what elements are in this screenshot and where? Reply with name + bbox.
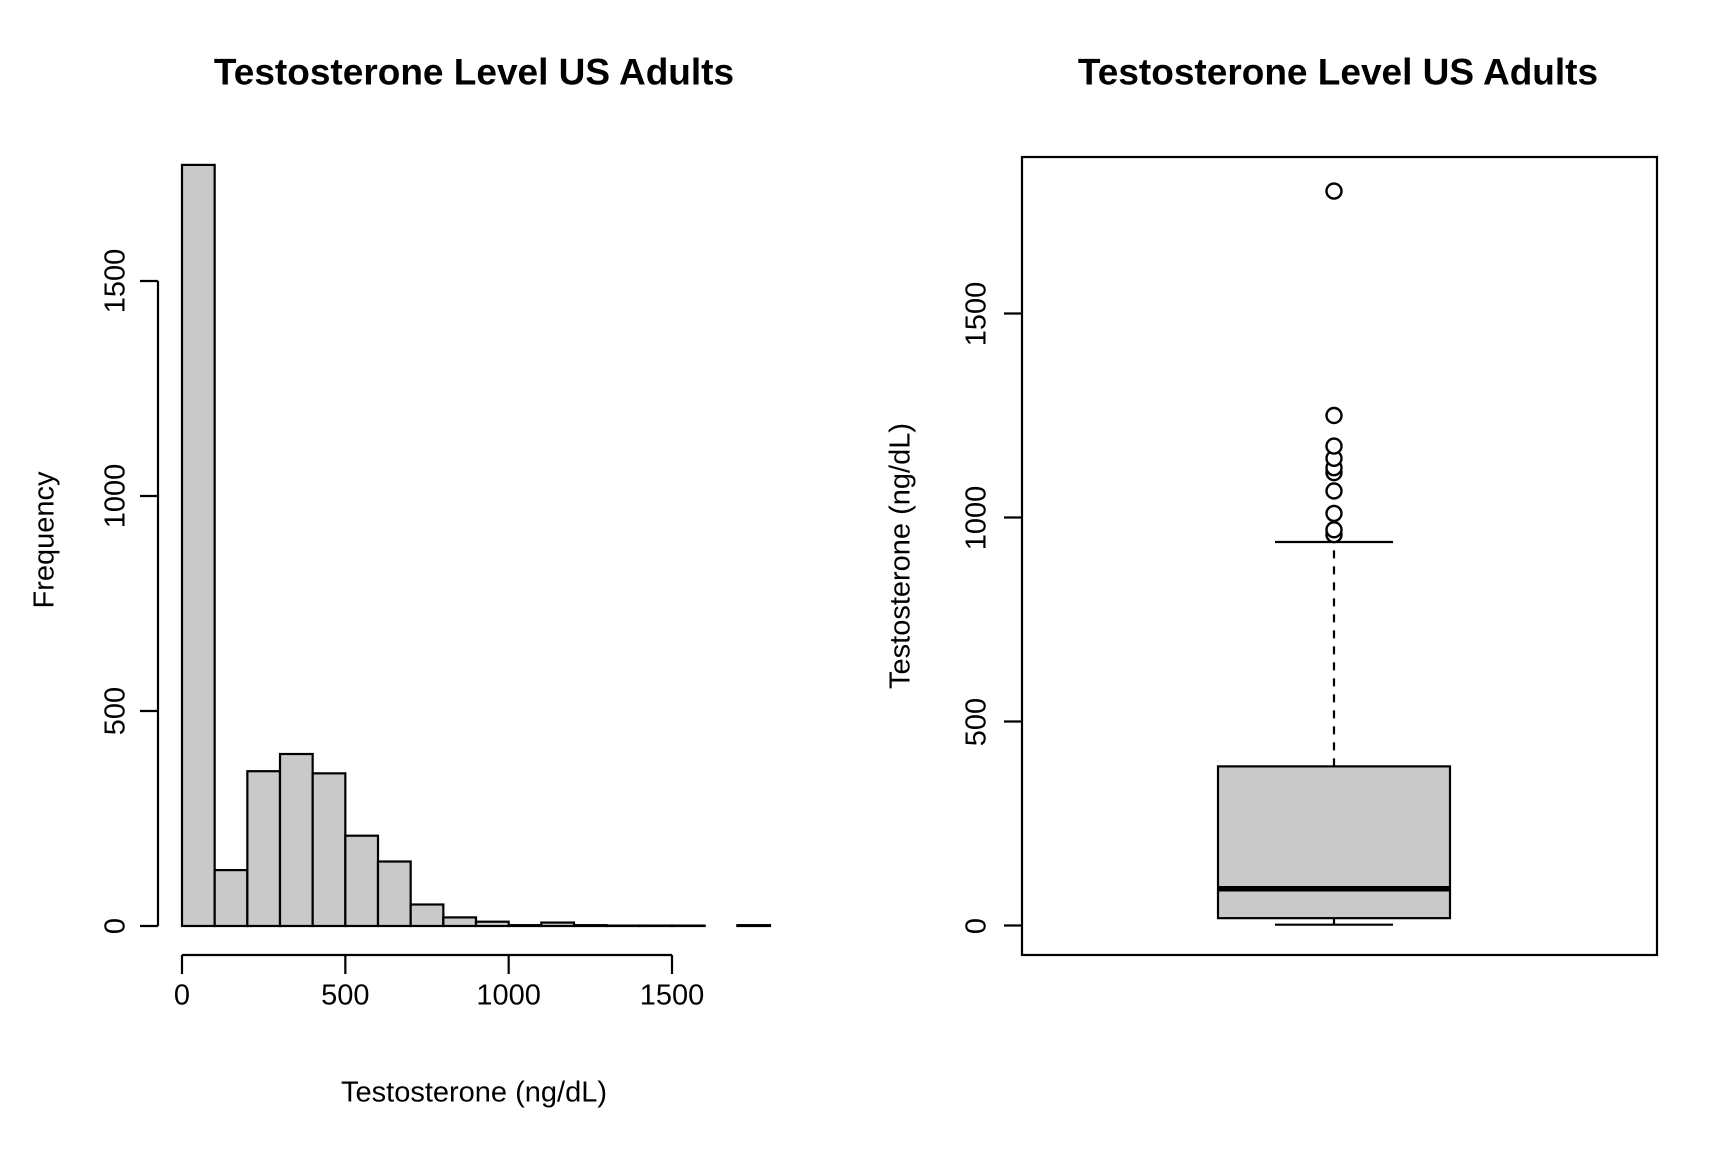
boxplot-border (1020, 155, 1659, 957)
histogram-bar (474, 920, 510, 928)
iqr-box (1216, 765, 1452, 920)
outlier-point (1325, 406, 1343, 425)
histogram-bar (278, 752, 314, 928)
histogram-xlabel: Testosterone (ng/dL) (341, 1076, 607, 1109)
outlier-point (1325, 504, 1343, 523)
histogram-y-tick-label: 1000 (99, 463, 132, 529)
outlier-point (1325, 437, 1343, 455)
histogram-bar (311, 772, 347, 928)
histogram-bar (376, 860, 412, 928)
outlier-point (1325, 182, 1343, 200)
histogram-x-tick-label: 0 (173, 979, 191, 1012)
histogram-bar (409, 903, 445, 928)
outlier-point (1325, 521, 1343, 539)
outlier-point (1325, 482, 1343, 500)
histogram-bar (246, 770, 282, 928)
histogram-y-tick-label: 500 (99, 686, 132, 736)
boxplot-y-tick-label: 500 (960, 697, 993, 746)
boxplot-title: Testosterone Level US Adults (1077, 51, 1599, 93)
histogram-x-tick-label: 1000 (476, 979, 541, 1012)
histogram-title: Testosterone Level US Adults (213, 51, 735, 93)
histogram-y-tick-label: 0 (99, 917, 132, 935)
histogram-bar (572, 924, 608, 928)
histogram-ylabel: Frequency (28, 471, 61, 609)
histogram-bar (507, 924, 543, 928)
histogram-bar (213, 868, 249, 928)
boxplot-y-tick-label: 1000 (960, 485, 993, 550)
histogram-y-tick-label: 1500 (99, 248, 132, 314)
histogram-bar (344, 834, 380, 928)
boxplot-y-tick-label: 0 (960, 917, 993, 934)
histogram-bar (540, 921, 576, 928)
boxplot-y-tick-label: 1500 (960, 281, 993, 346)
histogram-x-tick-label: 1500 (639, 979, 705, 1012)
boxplot-ylabel: Testosterone (ng/dL) (884, 423, 917, 689)
histogram-bar (180, 163, 216, 928)
histogram-x-tick-label: 500 (321, 979, 370, 1012)
histogram-bar (442, 916, 478, 928)
histogram-bar (736, 924, 772, 928)
